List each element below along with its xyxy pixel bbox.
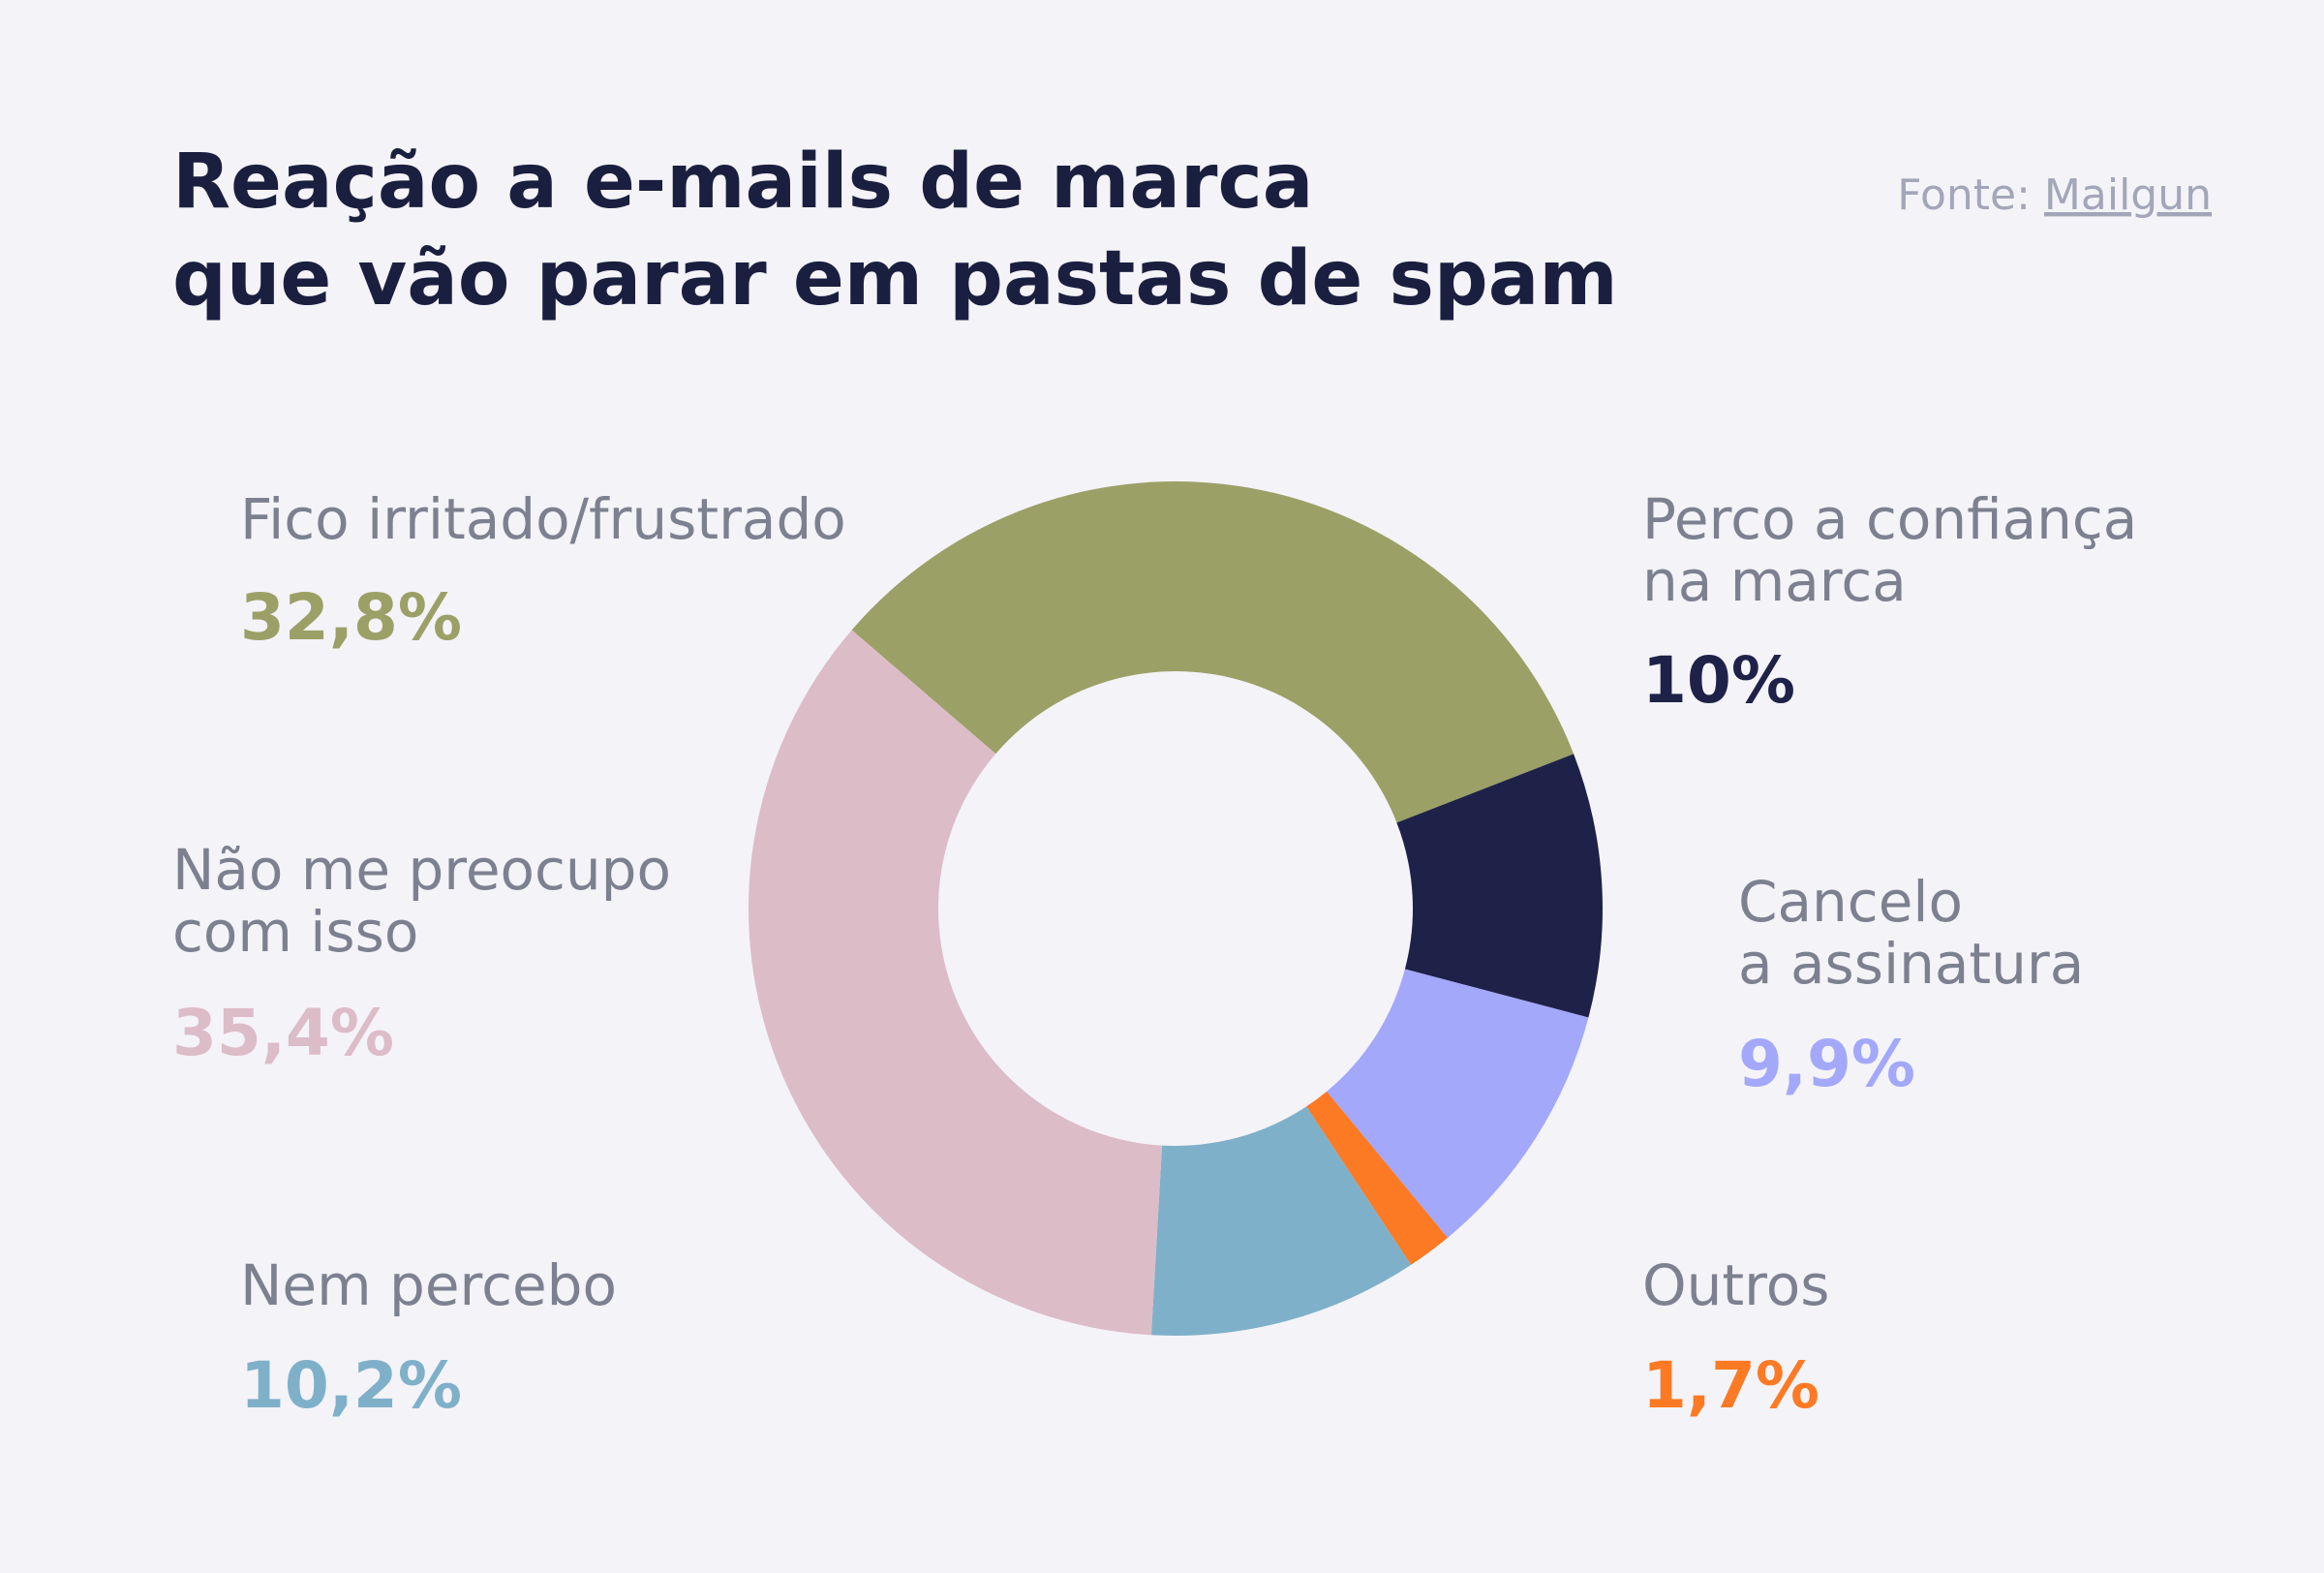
- source: Fonte: Mailgun: [1897, 170, 2212, 220]
- category-label: Não me preocupo com isso: [172, 837, 671, 965]
- chart-title: que vão parar em pastas de spam: [172, 235, 1618, 323]
- value-label: 10%: [1642, 643, 1795, 718]
- donut-segment: [1306, 1091, 1448, 1265]
- label-line: Não me preocupo: [172, 837, 671, 903]
- category-label: Cancelo a assinatura: [1738, 869, 2084, 997]
- category-label: Perco a confiança na marca: [1642, 486, 2137, 614]
- category-label: Nem percebo: [240, 1252, 617, 1318]
- donut-segment: [1396, 754, 1603, 1018]
- donut-segment: [1327, 969, 1589, 1238]
- value-label: 32,8%: [240, 580, 462, 655]
- chart-title: Reação a e-mails de marca: [172, 139, 1313, 226]
- donut-segment: [851, 480, 1575, 823]
- label-line: Cancelo: [1738, 869, 1963, 935]
- value-label: 35,4%: [172, 996, 394, 1070]
- donut-segment: [1150, 1106, 1412, 1336]
- label-line: Perco a confiança: [1642, 486, 2137, 552]
- label-line: na marca: [1642, 548, 1907, 614]
- value-label: 1,7%: [1642, 1348, 1819, 1423]
- category-label: Outros: [1642, 1252, 1829, 1318]
- value-label: 9,9%: [1738, 1027, 1915, 1101]
- label-line: com isso: [172, 899, 418, 965]
- source-label: Fonte:: [1897, 170, 2031, 220]
- label-line: Nem percebo: [240, 1252, 617, 1318]
- value-label: 10,2%: [240, 1348, 462, 1423]
- category-label: Fico irritado/frustrado: [240, 486, 846, 552]
- label-line: Fico irritado/frustrado: [240, 486, 846, 552]
- label-line: Outros: [1642, 1252, 1829, 1318]
- label-line: a assinatura: [1738, 931, 2084, 997]
- donut-segment: [749, 630, 1163, 1336]
- source-link[interactable]: Mailgun: [2044, 170, 2212, 220]
